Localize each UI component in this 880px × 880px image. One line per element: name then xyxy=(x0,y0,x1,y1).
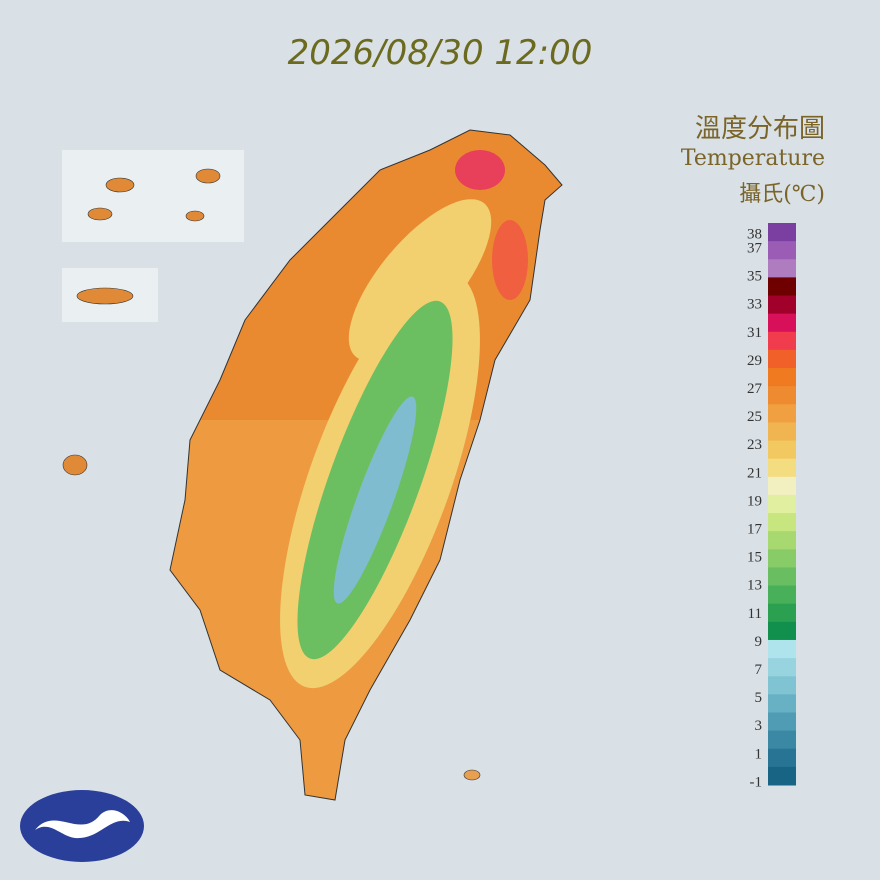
color-band xyxy=(768,658,796,677)
color-band xyxy=(768,549,796,568)
color-band xyxy=(768,694,796,713)
color-band xyxy=(768,368,796,387)
color-band xyxy=(768,603,796,623)
legend-tick-label: 13 xyxy=(747,578,762,594)
color-band xyxy=(768,766,796,786)
legend-title: 溫度分布圖 xyxy=(695,114,825,144)
color-band xyxy=(768,531,796,550)
legend-tick-label: 29 xyxy=(747,353,762,369)
legend-tick-label: 21 xyxy=(747,465,762,481)
legend-tick-label: 31 xyxy=(747,325,762,341)
legend-tick-label: 23 xyxy=(747,437,762,453)
legend-tick-label: 38 xyxy=(747,226,762,242)
color-band xyxy=(768,494,796,514)
color-band xyxy=(768,585,796,605)
taiwan-map xyxy=(62,129,563,801)
color-band xyxy=(768,621,796,641)
legend-unit: 攝氏(℃) xyxy=(739,182,825,207)
legend-tick-label: 7 xyxy=(755,662,763,678)
color-band xyxy=(768,223,796,242)
color-band xyxy=(768,639,796,659)
legend-tick-label: 19 xyxy=(747,493,762,509)
color-band xyxy=(768,277,796,297)
color-band xyxy=(768,730,796,750)
legend-tick-label: 1 xyxy=(755,746,763,762)
color-band xyxy=(768,440,796,460)
legend-tick-label: 33 xyxy=(747,297,762,313)
color-band xyxy=(768,259,796,278)
legend-tick-label: 9 xyxy=(755,634,763,650)
map-title: 2026/08/30 12:00 xyxy=(288,33,593,73)
color-band xyxy=(768,295,796,315)
color-band xyxy=(768,476,796,496)
color-band xyxy=(768,748,796,768)
color-band xyxy=(768,567,796,587)
legend-tick-label: 17 xyxy=(747,522,763,538)
color-band xyxy=(768,313,796,333)
logo xyxy=(20,790,144,862)
legend-subtitle: Temperature xyxy=(681,146,825,171)
legend-tick-label: 3 xyxy=(755,718,763,734)
legend-tick-label: 37 xyxy=(747,240,763,256)
color-band xyxy=(768,458,796,478)
legend-tick-label: 11 xyxy=(748,606,762,622)
legend-tick-label: 35 xyxy=(747,269,762,285)
color-band xyxy=(768,331,796,351)
color-band xyxy=(768,349,796,369)
color-band xyxy=(768,676,796,695)
color-band xyxy=(768,386,796,405)
legend-tick-label: 25 xyxy=(747,409,762,425)
color-band xyxy=(768,712,796,732)
legend-tick-label: -1 xyxy=(750,774,763,790)
color-band xyxy=(768,404,796,423)
legend-tick-label: 15 xyxy=(747,550,762,566)
legend-tick-label: 27 xyxy=(747,381,763,397)
color-band xyxy=(768,241,796,260)
color-bar xyxy=(768,223,796,786)
legend-tick-label: 5 xyxy=(755,690,763,706)
color-band xyxy=(768,513,796,532)
color-band xyxy=(768,422,796,442)
